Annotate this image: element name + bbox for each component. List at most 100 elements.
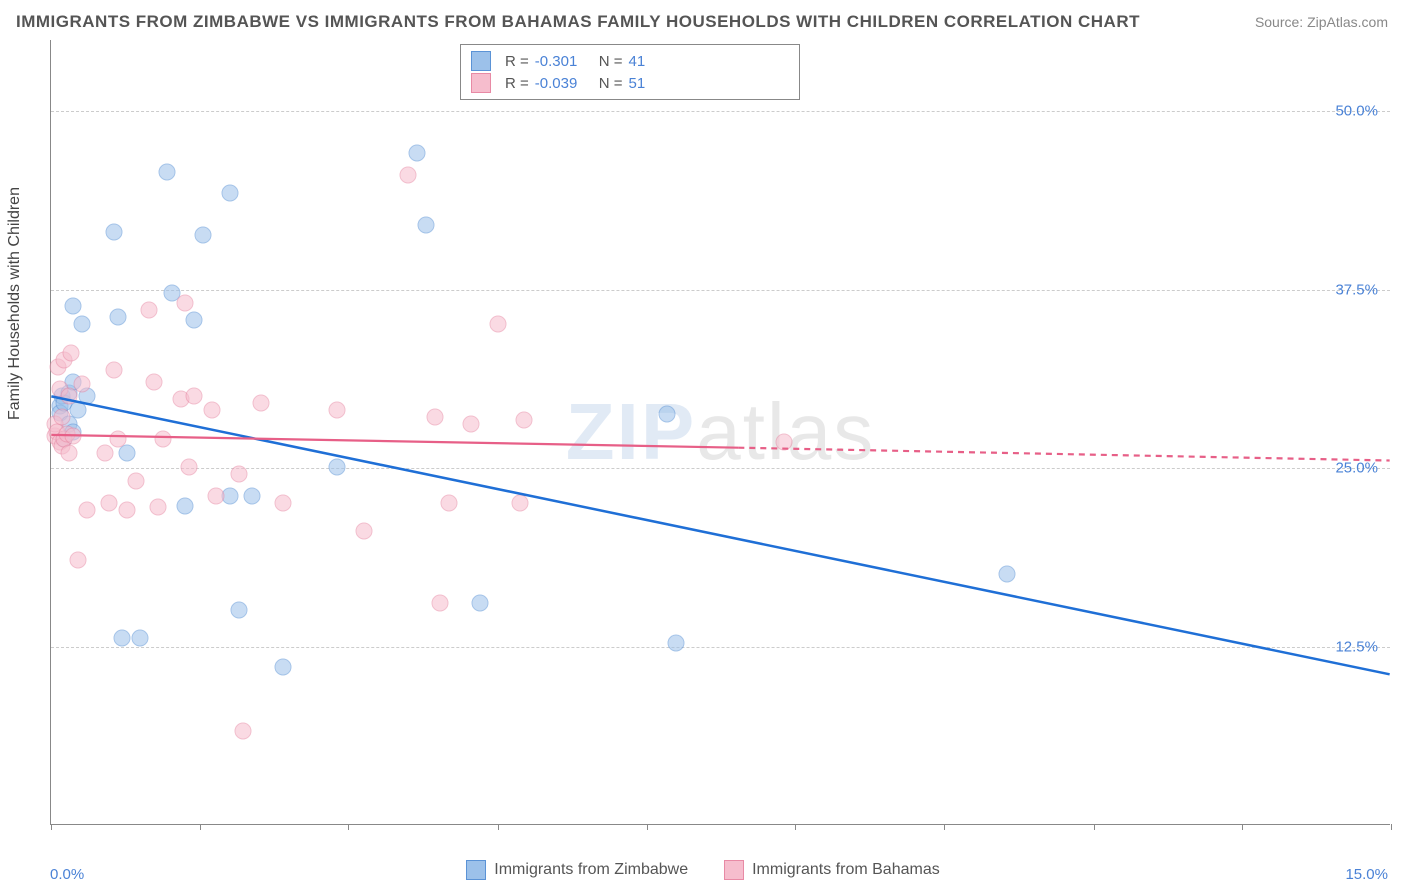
swatch-zimbabwe: [471, 51, 491, 71]
legend-item-bahamas: Immigrants from Bahamas: [724, 860, 940, 880]
scatter-point-bahamas: [141, 302, 158, 319]
scatter-point-zimbabwe: [244, 487, 261, 504]
scatter-point-zimbabwe: [328, 459, 345, 476]
scatter-point-bahamas: [512, 494, 529, 511]
scatter-point-zimbabwe: [230, 601, 247, 618]
x-tick: [51, 824, 52, 830]
scatter-point-bahamas: [145, 373, 162, 390]
scatter-point-zimbabwe: [74, 316, 91, 333]
watermark-atlas: atlas: [696, 387, 875, 476]
plot-area: ZIPatlas 12.5%25.0%37.5%50.0%: [50, 40, 1390, 825]
scatter-point-bahamas: [150, 499, 167, 516]
scatter-point-bahamas: [53, 409, 70, 426]
scatter-point-zimbabwe: [105, 223, 122, 240]
scatter-point-bahamas: [69, 551, 86, 568]
scatter-point-zimbabwe: [998, 566, 1015, 583]
legend-label: Immigrants from Bahamas: [752, 861, 940, 879]
n-label: N =: [599, 75, 623, 92]
scatter-point-bahamas: [208, 487, 225, 504]
legend-item-zimbabwe: Immigrants from Zimbabwe: [466, 860, 688, 880]
y-tick-label: 50.0%: [1335, 103, 1378, 120]
x-tick: [348, 824, 349, 830]
source-link[interactable]: ZipAtlas.com: [1307, 14, 1388, 30]
r-value: -0.039: [535, 75, 593, 92]
swatch-zimbabwe: [466, 860, 486, 880]
regression-line-bahamas-extrapolated: [738, 448, 1389, 461]
x-tick: [1391, 824, 1392, 830]
scatter-point-zimbabwe: [471, 594, 488, 611]
scatter-point-bahamas: [203, 402, 220, 419]
x-tick: [944, 824, 945, 830]
scatter-point-bahamas: [118, 502, 135, 519]
scatter-point-bahamas: [230, 466, 247, 483]
scatter-point-bahamas: [489, 316, 506, 333]
x-tick: [498, 824, 499, 830]
scatter-point-zimbabwe: [159, 163, 176, 180]
scatter-point-zimbabwe: [659, 406, 676, 423]
scatter-point-bahamas: [355, 523, 372, 540]
scatter-point-zimbabwe: [409, 145, 426, 162]
scatter-point-bahamas: [440, 494, 457, 511]
scatter-point-bahamas: [181, 459, 198, 476]
scatter-point-zimbabwe: [118, 444, 135, 461]
source-label: Source:: [1255, 14, 1307, 30]
scatter-point-bahamas: [105, 362, 122, 379]
scatter-point-zimbabwe: [418, 216, 435, 233]
scatter-point-bahamas: [96, 444, 113, 461]
scatter-point-zimbabwe: [275, 659, 292, 676]
scatter-point-bahamas: [431, 594, 448, 611]
scatter-point-bahamas: [775, 433, 792, 450]
scatter-point-bahamas: [177, 295, 194, 312]
scatter-point-zimbabwe: [132, 630, 149, 647]
scatter-point-bahamas: [516, 412, 533, 429]
scatter-point-bahamas: [462, 416, 479, 433]
regression-line-zimbabwe: [51, 396, 1389, 674]
x-tick: [795, 824, 796, 830]
legend-label: Immigrants from Zimbabwe: [494, 861, 688, 879]
scatter-point-bahamas: [235, 723, 252, 740]
regression-lines-layer: [51, 40, 1390, 824]
n-label: N =: [599, 53, 623, 70]
source-attribution: Source: ZipAtlas.com: [1255, 14, 1388, 30]
gridline: [51, 111, 1390, 112]
x-tick: [1094, 824, 1095, 830]
scatter-point-zimbabwe: [69, 402, 86, 419]
scatter-point-zimbabwe: [114, 630, 131, 647]
x-tick: [1242, 824, 1243, 830]
stats-row-zimbabwe: R = -0.301 N = 41: [471, 51, 789, 71]
r-label: R =: [505, 53, 529, 70]
r-value: -0.301: [535, 53, 593, 70]
scatter-point-bahamas: [110, 430, 127, 447]
scatter-point-bahamas: [400, 166, 417, 183]
y-axis-label: Family Households with Children: [6, 187, 24, 420]
scatter-point-zimbabwe: [177, 497, 194, 514]
scatter-point-bahamas: [127, 473, 144, 490]
scatter-point-bahamas: [74, 376, 91, 393]
scatter-point-bahamas: [78, 502, 95, 519]
stats-row-bahamas: R =-0.039N =51: [471, 73, 789, 93]
n-value: 41: [629, 53, 687, 70]
x-tick: [647, 824, 648, 830]
series-legend: Immigrants from Zimbabwe Immigrants from …: [0, 860, 1406, 885]
scatter-point-zimbabwe: [110, 309, 127, 326]
stats-legend: R = -0.301 N = 41R = -0.039 N = 51: [460, 44, 800, 100]
scatter-point-bahamas: [427, 409, 444, 426]
watermark-zip: ZIP: [566, 387, 696, 476]
swatch-bahamas: [724, 860, 744, 880]
scatter-point-bahamas: [101, 494, 118, 511]
y-tick-label: 25.0%: [1335, 460, 1378, 477]
swatch-bahamas: [471, 73, 491, 93]
scatter-point-bahamas: [62, 345, 79, 362]
gridline: [51, 647, 1390, 648]
scatter-point-bahamas: [328, 402, 345, 419]
scatter-point-zimbabwe: [221, 185, 238, 202]
scatter-point-zimbabwe: [185, 312, 202, 329]
scatter-point-bahamas: [275, 494, 292, 511]
scatter-point-zimbabwe: [65, 297, 82, 314]
x-tick: [200, 824, 201, 830]
scatter-point-bahamas: [154, 430, 171, 447]
scatter-point-zimbabwe: [194, 226, 211, 243]
n-value: 51: [629, 75, 687, 92]
gridline: [51, 290, 1390, 291]
scatter-point-bahamas: [65, 427, 82, 444]
